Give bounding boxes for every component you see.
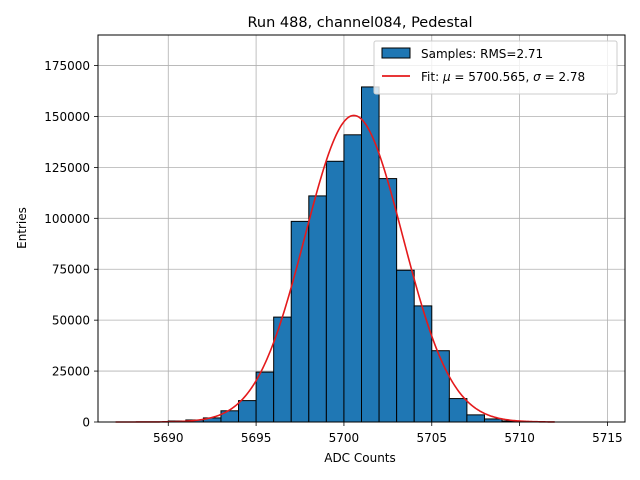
y-tick-label: 50000 [52,314,90,328]
y-tick-label: 100000 [44,212,90,226]
legend-box [373,40,618,95]
histogram-bar [343,134,362,423]
y-axis-label: Entries [15,207,29,249]
legend: Samples: RMS=2.71 Fit: μ = 5700.565, σ =… [373,40,618,95]
x-axis-ticks: 5690 5695 5700 5705 5710 5715 [153,422,623,445]
chart-title: Run 488, channel084, Pedestal [247,15,472,31]
y-tick-label: 150000 [44,110,90,124]
x-tick-label: 5690 [153,431,184,445]
y-tick-label: 25000 [52,365,90,379]
histogram-bars [167,86,521,423]
x-tick-label: 5710 [504,431,535,445]
histogram-bar [325,160,345,423]
histogram-bar [378,178,398,423]
legend-fit-sigma-value: = 2.78 [541,70,585,84]
x-tick-label: 5715 [592,431,623,445]
histogram-bar [396,269,415,423]
legend-samples-label: Samples: RMS=2.71 [421,47,543,61]
histogram-bar [361,86,380,423]
histogram-bar [466,414,485,423]
histogram-bar [448,398,468,423]
legend-fit-label: Fit: μ = 5700.565, σ = 2.78 [421,70,585,84]
histogram-bar [255,371,275,423]
histogram-bar [308,195,327,423]
legend-samples-swatch [381,47,411,59]
legend-fit-mu-symbol: μ [442,70,451,84]
fit-curve [115,114,555,423]
histogram-bar [238,400,257,423]
x-axis-label: ADC Counts [324,451,396,465]
y-axis-ticks: 0 25000 50000 75000 100000 125000 150000 175000 [44,59,98,430]
x-tick-label: 5700 [329,431,360,445]
x-tick-label: 5695 [241,431,272,445]
histogram-bar [413,305,433,423]
x-tick-label: 5705 [416,431,447,445]
y-tick-label: 0 [82,416,90,430]
legend-fit-sigma-symbol: σ [533,70,541,84]
y-tick-label: 175000 [44,59,90,73]
histogram-bar [290,220,310,423]
legend-fit-prefix: Fit: [421,70,443,84]
plot-frame [97,34,626,423]
histogram-bar [431,350,450,423]
fit-curve-line [115,114,555,423]
legend-fit-mu-value: = 5700.565, [451,70,534,84]
y-tick-label: 75000 [52,263,90,277]
y-tick-label: 125000 [44,161,90,175]
